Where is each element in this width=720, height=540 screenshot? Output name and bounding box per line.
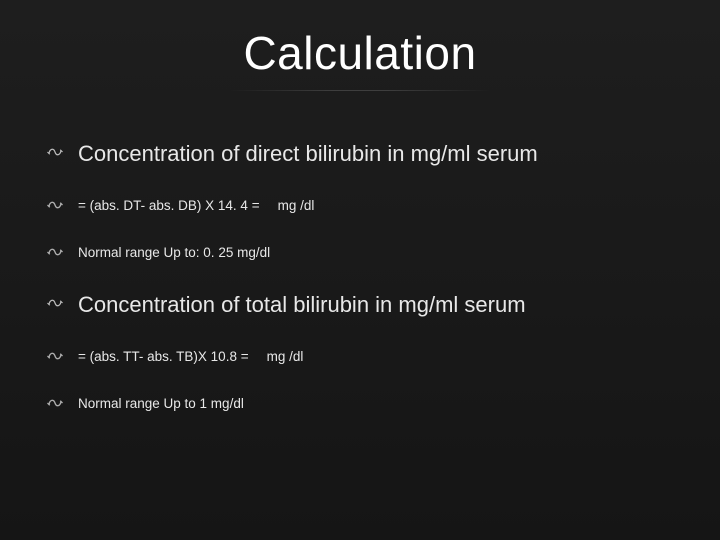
list-item-text: Normal range Up to: 0. 25 mg/dl — [78, 245, 270, 260]
list-item: Concentration of total bilirubin in mg/m… — [40, 290, 680, 320]
list-item-text: Normal range Up to 1 mg/dl — [78, 396, 244, 411]
slide: Calculation Concentration of direct bili… — [0, 0, 720, 540]
list-item: = (abs. DT- abs. DB) X 14. 4 = mg /dl — [40, 195, 680, 217]
list-item-text: = (abs. TT- abs. TB)X 10.8 = — [78, 349, 249, 364]
title-text: Calculation — [243, 27, 476, 79]
list-item: = (abs. TT- abs. TB)X 10.8 = mg /dl — [40, 346, 680, 368]
list-item: Concentration of direct bilirubin in mg/… — [40, 139, 680, 169]
slide-title: Calculation — [40, 26, 680, 91]
list-item-tail: mg /dl — [267, 349, 304, 364]
title-underline — [230, 90, 490, 91]
list-item-text: Concentration of total bilirubin in mg/m… — [78, 292, 526, 317]
bullet-list: Concentration of direct bilirubin in mg/… — [40, 139, 680, 415]
list-item: Normal range Up to 1 mg/dl — [40, 393, 680, 415]
list-item-tail: mg /dl — [278, 198, 315, 213]
list-item-text: Concentration of direct bilirubin in mg/… — [78, 141, 538, 166]
list-item-text: = (abs. DT- abs. DB) X 14. 4 = — [78, 198, 260, 213]
list-item: Normal range Up to: 0. 25 mg/dl — [40, 242, 680, 264]
